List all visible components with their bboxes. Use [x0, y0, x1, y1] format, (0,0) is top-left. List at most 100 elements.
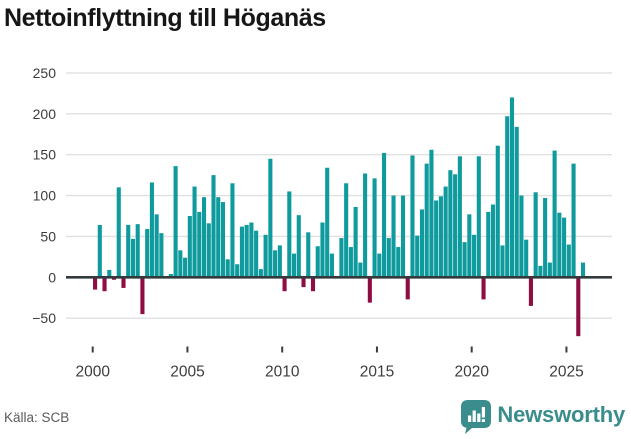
bar — [268, 158, 273, 278]
bar — [543, 197, 548, 278]
bar — [576, 277, 581, 337]
bar — [344, 183, 349, 278]
bar — [372, 178, 377, 278]
bar — [505, 116, 510, 278]
bar — [320, 222, 325, 278]
bar — [415, 235, 420, 278]
chart-svg: 250 200 150 100 50 0 −50 2000 2005 2010 2015 2020 20… — [32, 65, 612, 381]
bar — [462, 242, 467, 278]
x-tick-label: 2025 — [549, 364, 583, 381]
bar — [244, 224, 249, 278]
bar — [216, 197, 221, 278]
bar — [329, 253, 334, 278]
bar — [206, 223, 211, 278]
x-tick-label: 2000 — [75, 364, 110, 381]
bar — [481, 277, 486, 300]
y-tick-label: 100 — [33, 188, 57, 204]
bar — [363, 173, 368, 278]
y-tick-label: 0 — [48, 269, 56, 285]
bar — [472, 234, 477, 278]
bar — [538, 265, 543, 278]
bar — [566, 244, 571, 278]
bar — [490, 204, 496, 278]
bar — [382, 153, 387, 278]
bar — [178, 250, 183, 278]
bar — [386, 238, 391, 278]
bar — [424, 163, 429, 278]
bar — [183, 257, 188, 278]
chart-area: 250 200 150 100 50 0 −50 2000 2005 2010 2015 2020 20… — [0, 58, 631, 383]
x-tick-label: 2020 — [454, 364, 489, 381]
page-title: Nettoinflyttning till Höganäs — [4, 4, 326, 32]
bar — [377, 253, 382, 278]
bar — [168, 274, 173, 278]
bar — [197, 211, 202, 278]
bar — [495, 145, 500, 278]
bar — [159, 233, 164, 278]
bar — [149, 182, 154, 278]
bar — [448, 170, 453, 278]
bar — [107, 269, 112, 278]
bar — [367, 277, 372, 303]
newsworthy-logo: Newsworthy — [461, 399, 625, 437]
bar — [391, 195, 396, 278]
bar — [325, 167, 330, 278]
bar — [524, 239, 529, 278]
bar — [97, 224, 102, 278]
x-tick-label: 2015 — [360, 364, 394, 381]
bar — [547, 262, 552, 278]
bar — [453, 174, 458, 278]
bar — [434, 200, 439, 278]
bar — [339, 238, 344, 278]
newsworthy-bubble-chart-icon — [461, 400, 492, 434]
bar — [154, 214, 159, 278]
bar — [443, 186, 448, 278]
bar — [358, 262, 363, 278]
bar — [400, 195, 406, 278]
bar — [249, 222, 254, 278]
bar — [225, 259, 230, 278]
y-tick-label: 200 — [33, 106, 57, 122]
bar — [277, 245, 282, 278]
bar — [310, 277, 316, 292]
y-tick-label: 50 — [40, 228, 56, 244]
bar — [254, 230, 259, 278]
bar — [235, 264, 240, 278]
bar — [306, 232, 311, 278]
bar — [192, 186, 197, 278]
bar — [514, 126, 519, 278]
bar — [116, 187, 121, 278]
bar — [476, 156, 481, 278]
bar — [429, 149, 434, 278]
bar — [405, 277, 410, 300]
y-tick-label: −50 — [32, 310, 56, 326]
bar — [239, 226, 244, 278]
bar — [130, 238, 136, 278]
brand-name: Newsworthy — [497, 402, 625, 427]
bar — [93, 277, 98, 290]
bar — [562, 217, 567, 278]
bar — [457, 156, 462, 278]
bar — [486, 211, 491, 278]
bar — [353, 206, 358, 278]
bar — [533, 192, 538, 278]
x-tick-label: 2010 — [265, 364, 300, 381]
bar — [509, 97, 515, 278]
bar — [282, 277, 287, 292]
bar — [263, 234, 268, 278]
bar — [201, 197, 207, 278]
bar — [580, 262, 586, 278]
bar — [519, 195, 524, 278]
bar — [145, 229, 150, 278]
y-tick-label: 150 — [33, 147, 57, 163]
bar — [173, 166, 178, 278]
bar — [301, 277, 306, 288]
y-tick-label: 250 — [33, 65, 57, 81]
bar — [135, 224, 140, 278]
bar — [467, 214, 472, 278]
bar — [571, 163, 576, 278]
bar — [287, 191, 292, 278]
bar — [348, 247, 353, 278]
bar — [419, 209, 425, 278]
source-label: Källa: SCB — [4, 410, 70, 425]
